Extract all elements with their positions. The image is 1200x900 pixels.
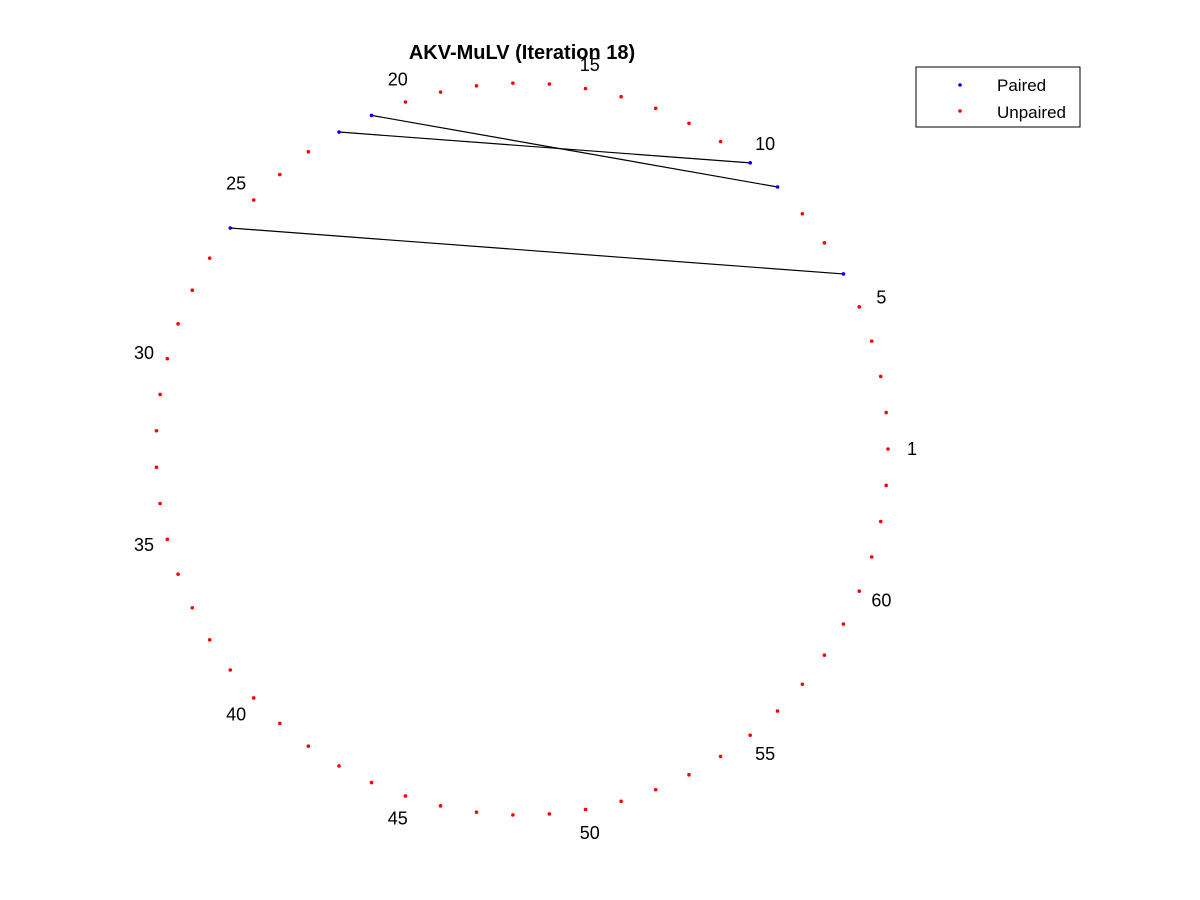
legend-box	[915, 66, 1081, 128]
unpaired-node-27	[207, 256, 212, 260]
node-label-15: 15	[580, 55, 600, 75]
unpaired-node-58	[822, 653, 827, 657]
legend-label-unpaired: Unpaired	[997, 103, 1066, 122]
node-label-20: 20	[388, 69, 408, 89]
unpaired-node-14	[619, 94, 623, 99]
node-label-45: 45	[388, 809, 408, 829]
node-label-25: 25	[226, 174, 246, 194]
unpaired-node-4	[869, 339, 874, 343]
unpaired-node-11	[718, 139, 723, 144]
unpaired-node-1	[886, 447, 890, 451]
unpaired-node-50	[583, 807, 588, 812]
node-label-5: 5	[876, 288, 886, 308]
pair-line-10-22	[338, 131, 751, 164]
node-label-55: 55	[755, 744, 775, 764]
unpaired-node-49	[547, 812, 552, 816]
unpaired-node-20	[403, 100, 408, 104]
unpaired-node-25	[251, 198, 256, 202]
paired-node-21	[369, 113, 374, 118]
unpaired-node-54	[718, 754, 723, 759]
paired-node-6	[841, 272, 846, 276]
unpaired-node-24	[278, 172, 282, 177]
unpaired-node-44	[369, 780, 374, 785]
unpaired-node-39	[228, 668, 233, 672]
node-label-50: 50	[580, 823, 600, 843]
unpaired-node-2	[884, 410, 888, 415]
unpaired-node-53	[687, 772, 691, 777]
unpaired-node-46	[438, 804, 443, 808]
unpaired-node-62	[878, 519, 883, 524]
unpaired-node-15	[583, 86, 588, 91]
legend: Paired Unpaired	[915, 66, 1081, 128]
unpaired-node-43	[337, 764, 341, 768]
pair-line-9-21	[371, 114, 778, 188]
unpaired-node-35	[165, 537, 170, 542]
unpaired-node-40	[251, 696, 256, 700]
node-label-1: 1	[907, 439, 917, 459]
unpaired-node-7	[822, 241, 827, 245]
unpaired-node-48	[511, 813, 515, 817]
node-label-30: 30	[134, 343, 154, 363]
unpaired-node-17	[511, 81, 515, 85]
unpaired-node-61	[869, 555, 874, 559]
unpaired-node-12	[687, 121, 691, 126]
unpaired-node-18	[474, 84, 479, 88]
unpaired-node-30	[165, 356, 170, 361]
unpaired-node-37	[190, 606, 195, 610]
unpaired-node-19	[438, 90, 443, 94]
unpaired-node-29	[176, 322, 180, 326]
unpaired-node-47	[474, 810, 479, 814]
unpaired-node-33	[154, 465, 159, 470]
unpaired-node-45	[403, 794, 408, 798]
unpaired-node-55	[748, 733, 752, 737]
unpaired-node-13	[653, 106, 658, 111]
nodes	[154, 81, 890, 817]
unpaired-node-51	[619, 799, 623, 804]
paired-node-22	[337, 130, 341, 134]
unpaired-node-52	[653, 787, 658, 792]
unpaired-node-57	[800, 682, 805, 687]
unpaired-node-8	[800, 211, 805, 216]
unpaired-node-5	[857, 305, 862, 309]
paired-node-26	[228, 226, 233, 230]
unpaired-node-3	[878, 374, 883, 379]
chart-title: AKV-MuLV (Iteration 18)	[409, 42, 635, 64]
unpaired-node-23	[306, 150, 311, 154]
node-label-40: 40	[226, 704, 246, 724]
unpaired-node-41	[278, 721, 282, 726]
unpaired-node-32	[154, 428, 159, 433]
unpaired-node-59	[841, 622, 846, 626]
unpaired-node-34	[158, 501, 162, 506]
paired-node-9	[775, 185, 780, 189]
paired-node-10	[748, 161, 752, 165]
unpaired-node-31	[158, 392, 162, 397]
pair-chords	[230, 114, 844, 275]
unpaired-node-63	[884, 483, 888, 488]
unpaired-node-28	[190, 288, 195, 292]
unpaired-node-56	[775, 709, 780, 713]
unpaired-node-16	[547, 82, 552, 86]
node-label-60: 60	[871, 590, 891, 610]
legend-marker-unpaired	[958, 109, 962, 113]
node-label-10: 10	[755, 134, 775, 154]
unpaired-node-60	[857, 589, 862, 593]
legend-marker-paired	[958, 83, 962, 87]
legend-label-paired: Paired	[997, 76, 1046, 95]
unpaired-node-42	[306, 744, 311, 748]
unpaired-node-38	[207, 638, 212, 642]
node-label-35: 35	[134, 535, 154, 555]
unpaired-node-36	[176, 572, 180, 576]
pair-line-6-26	[230, 227, 844, 275]
